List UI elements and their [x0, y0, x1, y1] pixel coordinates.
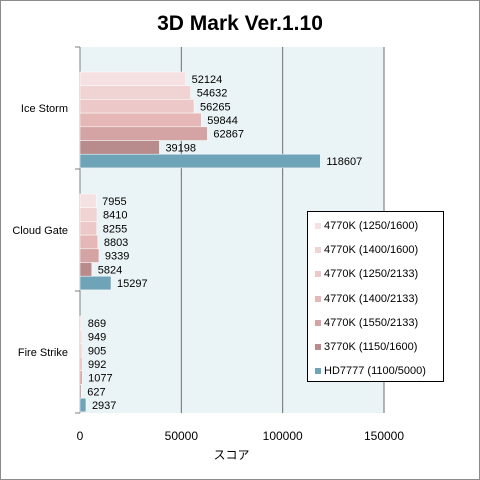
- legend-item: 4770K (1400/2133): [315, 291, 418, 307]
- x-axis-title: スコア: [213, 448, 250, 462]
- data-label: 8255: [103, 223, 127, 235]
- legend-label: 4770K (1550/2133): [324, 316, 419, 329]
- bar: [79, 343, 83, 358]
- bar: [79, 221, 97, 236]
- bar: [79, 99, 195, 114]
- data-label: 905: [88, 345, 106, 357]
- x-tick-label: 50000: [165, 429, 199, 443]
- bar: [79, 275, 112, 291]
- bar: [79, 397, 87, 413]
- data-label: 15297: [117, 278, 148, 290]
- bar: [79, 384, 82, 399]
- bar: [79, 85, 191, 100]
- legend-item: 3770K (1150/1600): [315, 339, 417, 355]
- legend-swatch: [315, 319, 321, 326]
- data-label: 992: [88, 359, 106, 371]
- legend-swatch: [315, 295, 321, 302]
- bar: [79, 140, 160, 155]
- data-label: 949: [88, 332, 106, 344]
- bar: [79, 329, 83, 344]
- bar: [79, 356, 83, 372]
- y-tick-label: Cloud Gate: [12, 225, 68, 237]
- data-label: 9339: [105, 251, 129, 263]
- legend-item: 4770K (1400/1600): [315, 242, 418, 258]
- legend-swatch: [315, 368, 321, 375]
- x-tick-label: 150000: [364, 429, 404, 443]
- bar: [79, 370, 83, 385]
- x-tick-label: 100000: [263, 429, 303, 443]
- data-label: 54632: [197, 88, 228, 100]
- data-label: 59844: [207, 115, 238, 127]
- y-tick-label: Fire Strike: [18, 347, 68, 359]
- bar: [79, 207, 98, 222]
- chart-title: 3D Mark Ver.1.10: [157, 12, 323, 35]
- legend-item: 4770K (1250/2133): [315, 266, 418, 282]
- bar: [79, 262, 93, 277]
- bar: [79, 153, 321, 169]
- legend-swatch: [315, 344, 321, 350]
- legend-item: 4770K (1250/1600): [315, 218, 418, 234]
- data-label: 5824: [98, 264, 122, 276]
- data-label: 118607: [326, 156, 362, 168]
- data-label: 56265: [200, 101, 231, 113]
- data-label: 62867: [213, 129, 244, 141]
- bar: [79, 234, 99, 250]
- bar: [79, 126, 208, 141]
- data-label: 869: [88, 318, 106, 330]
- data-label: 2937: [92, 400, 116, 412]
- legend-label: 4770K (1250/1600): [324, 220, 419, 232]
- legend-swatch: [315, 271, 321, 278]
- data-label: 7955: [102, 196, 126, 208]
- bar: [79, 193, 97, 208]
- legend-label: 4770K (1400/2133): [324, 292, 419, 305]
- legend-label: 4770K (1250/2133): [324, 268, 419, 281]
- bar: [79, 112, 202, 128]
- bar: [79, 315, 83, 330]
- bar: [79, 248, 100, 263]
- data-label: 52124: [192, 74, 223, 86]
- x-tick-label: 0: [77, 429, 84, 443]
- y-tick-label: Ice Storm: [21, 103, 68, 115]
- bar: [79, 71, 186, 86]
- legend-item: 4770K (1550/2133): [315, 315, 418, 331]
- legend-item: HD7777 (1100/5000): [315, 363, 426, 379]
- legend-label: 3770K (1150/1600): [324, 341, 418, 353]
- data-label: 8410: [103, 210, 127, 222]
- data-label: 627: [87, 386, 105, 398]
- data-label: 39198: [165, 142, 196, 154]
- data-label: 8803: [104, 237, 128, 249]
- legend-label: 4770K (1400/1600): [324, 244, 419, 257]
- legend-swatch: [315, 223, 321, 229]
- legend-swatch: [315, 247, 321, 254]
- chart-legend: 4770K (1250/1600) 4770K (1400/1600) 4770K …: [307, 211, 444, 382]
- data-label: 1077: [88, 373, 112, 385]
- legend-label: HD7777 (1100/5000): [324, 365, 426, 378]
